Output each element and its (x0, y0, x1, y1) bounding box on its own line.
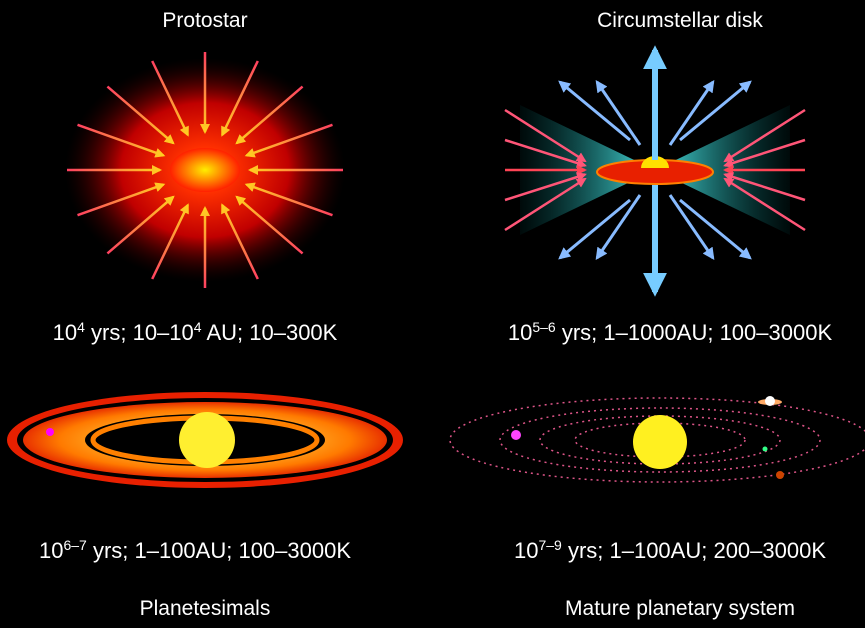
caption: 105–6 yrs; 1–1000AU; 100–3000K (508, 319, 833, 345)
panel-title: Planetesimals (140, 597, 271, 620)
outflow-cone (520, 105, 655, 235)
protostar-core (170, 148, 240, 192)
planet (776, 471, 784, 479)
caption: 107–9 yrs; 1–100AU; 200–3000K (514, 537, 826, 563)
panel-title: Protostar (162, 9, 247, 32)
orbits (449, 397, 865, 483)
arrow (235, 85, 304, 145)
illustrations (7, 45, 865, 488)
arrow (679, 198, 752, 260)
planet (765, 396, 775, 406)
caption-text: yrs; 1–100AU; 100–3000K (87, 538, 352, 563)
arrow (558, 80, 631, 142)
arrow (723, 172, 806, 202)
superscript: 7–9 (538, 537, 562, 553)
arrow (77, 182, 166, 217)
arrow (151, 60, 189, 137)
superscript: 4 (77, 319, 85, 335)
caption-text: 10 (514, 538, 538, 563)
caption: 106–7 yrs; 1–100AU; 100–3000K (39, 537, 351, 563)
caption: 104 yrs; 10–104 AU; 10–300K (53, 319, 338, 345)
outflow-cone (655, 105, 790, 235)
arrow (595, 80, 642, 146)
caption-text: 10 (39, 538, 63, 563)
sun (633, 415, 687, 469)
arrow (221, 203, 259, 280)
caption-text: yrs; 1–1000AU; 100–3000K (556, 320, 833, 345)
caption-text: 10 (508, 320, 532, 345)
caption-text: AU; 10–300K (202, 320, 338, 345)
star (641, 156, 669, 168)
arrow (244, 123, 333, 158)
arrow (668, 80, 715, 146)
planet (762, 446, 768, 452)
superscript: 4 (194, 319, 202, 335)
planet (511, 430, 521, 440)
arrow (723, 138, 806, 168)
superscript: 5–6 (532, 319, 556, 335)
arrow (723, 108, 806, 163)
arrow (504, 172, 587, 202)
arrow (504, 108, 587, 163)
arrow (679, 80, 752, 142)
arrow (595, 194, 642, 260)
arrow (668, 194, 715, 260)
arrow (106, 195, 175, 255)
caption-text: yrs; 10–10 (85, 320, 194, 345)
arrow (235, 195, 304, 255)
arrow (504, 177, 587, 232)
arrow (151, 203, 189, 280)
panel-title: Mature planetary system (565, 597, 795, 620)
arrow (106, 85, 175, 145)
arrow (504, 138, 587, 168)
caption-text: 10 (53, 320, 77, 345)
sun (179, 412, 235, 468)
caption-text: yrs; 1–100AU; 200–3000K (562, 538, 827, 563)
arrow (77, 123, 166, 158)
superscript: 6–7 (63, 537, 87, 553)
arrow (244, 182, 333, 217)
panel-title: Circumstellar disk (597, 9, 763, 32)
planetesimal (46, 428, 54, 436)
arrow (558, 198, 631, 260)
arrow (723, 177, 806, 232)
arrow (221, 60, 259, 137)
